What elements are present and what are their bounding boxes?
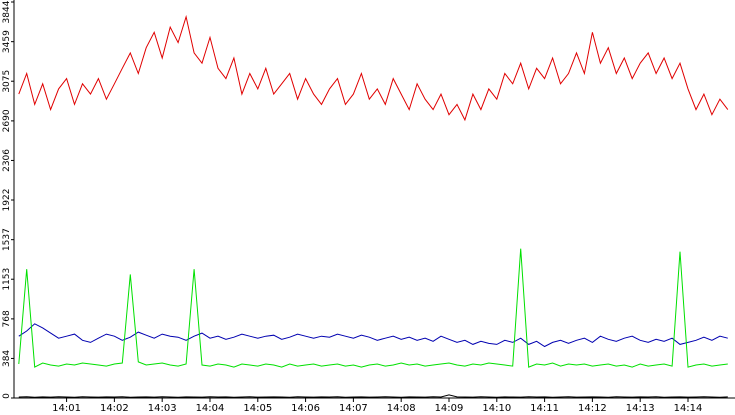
series-line — [18, 248, 728, 368]
y-tick-label: 2306 — [2, 149, 12, 172]
x-tick-label: 14:12 — [578, 403, 607, 414]
y-tick-label: 1537 — [2, 228, 12, 251]
x-tick-label: 14:06 — [291, 403, 320, 414]
y-tick-label: 768 — [2, 310, 12, 327]
x-tick-label: 14:01 — [52, 403, 81, 414]
y-tick-label: 384 — [2, 350, 12, 367]
series-line — [18, 14, 729, 122]
x-tick-label: 14:08 — [387, 403, 416, 414]
y-tick-label: 3075 — [2, 70, 12, 93]
x-tick-label: 14:09 — [435, 403, 464, 414]
x-tick-label: 14:11 — [530, 403, 559, 414]
x-tick-label: 14:03 — [148, 403, 177, 414]
y-tick-label: 1153 — [2, 268, 12, 291]
x-tick-label: 14:05 — [243, 403, 272, 414]
y-tick-label: 2690 — [2, 109, 12, 132]
x-tick-label: 14:02 — [100, 403, 129, 414]
series-line — [18, 323, 728, 348]
y-tick-label: 3844 — [2, 0, 12, 23]
x-tick-label: 14:14 — [674, 403, 703, 414]
x-tick-label: 14:04 — [196, 403, 225, 414]
series-line — [18, 394, 728, 398]
y-tick-label: 1922 — [2, 189, 12, 212]
y-tick-label: 0 — [2, 393, 12, 399]
y-tick-label: 3459 — [2, 30, 12, 53]
x-tick-label: 14:13 — [626, 403, 655, 414]
x-tick-label: 14:07 — [339, 403, 368, 414]
x-tick-label: 14:10 — [482, 403, 511, 414]
